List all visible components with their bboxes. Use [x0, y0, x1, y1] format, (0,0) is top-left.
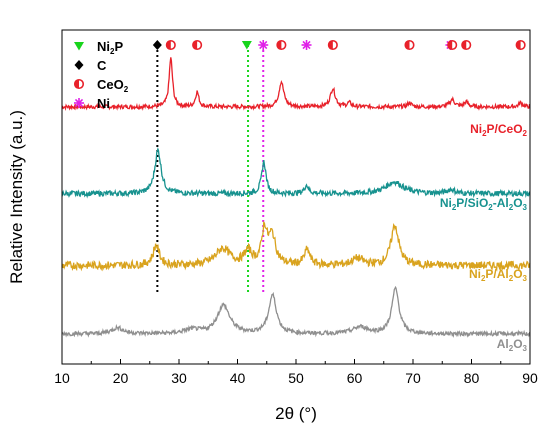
- phase-marker-10: [447, 39, 458, 51]
- series-line-1: [61, 147, 531, 199]
- x-tick-label-6: 70: [405, 370, 421, 386]
- reference-lines: [156, 45, 265, 292]
- legend-symbol-0: [74, 42, 84, 51]
- series-label-3: Al2O3: [497, 337, 528, 353]
- legend-label-0: Ni2P: [97, 39, 123, 56]
- series-label-0: Ni2P/CeO2: [470, 122, 527, 138]
- x-axis-title: 2θ (°): [275, 404, 317, 423]
- x-tick-label-4: 50: [288, 370, 304, 386]
- x-tick-label-8: 90: [522, 370, 538, 386]
- phase-marker-12: [515, 39, 526, 51]
- phase-marker-3: [241, 41, 252, 50]
- phase-marker-5: [276, 39, 287, 51]
- legend-symbol-2: [73, 78, 85, 90]
- phase-marker-2: [192, 39, 203, 51]
- x-tick-label-1: 20: [113, 370, 129, 386]
- phase-marker-4: [258, 40, 269, 50]
- legend: Ni2P C CeO2 Ni: [73, 39, 129, 111]
- x-axis: 10 20 30 40 50 60 70 80 90: [54, 359, 538, 386]
- series-line-2: [61, 220, 531, 272]
- phase-markers-row: [152, 39, 526, 51]
- legend-label-1: C: [97, 58, 107, 73]
- series-label-2: Ni2P/Al2O3: [469, 267, 528, 283]
- phase-marker-8: [404, 39, 415, 51]
- legend-symbol-1: [74, 60, 84, 70]
- series-line-0: [61, 57, 531, 111]
- x-tick-label-5: 60: [347, 370, 363, 386]
- x-tick-label-3: 40: [230, 370, 246, 386]
- phase-marker-7: [327, 39, 338, 51]
- x-tick-label-7: 80: [464, 370, 480, 386]
- phase-marker-11: [461, 39, 472, 51]
- legend-symbol-3: [74, 98, 84, 108]
- y-axis-title: Relative Intensity (a.u.): [7, 110, 26, 284]
- phase-marker-0: [152, 40, 162, 50]
- x-tick-label-0: 10: [54, 370, 70, 386]
- phase-marker-6: [301, 40, 312, 50]
- phase-marker-1: [165, 39, 176, 51]
- series-line-3: [61, 285, 531, 339]
- series-label-1: Ni2P/SiO2-Al2O3: [440, 196, 528, 212]
- series-layer: [61, 57, 531, 339]
- x-tick-label-2: 30: [171, 370, 187, 386]
- legend-label-3: Ni: [97, 96, 110, 111]
- legend-label-2: CeO2: [97, 77, 129, 94]
- series-labels: Ni2P/CeO2 Ni2P/SiO2-Al2O3 Ni2P/Al2O3 Al2O3: [440, 122, 528, 353]
